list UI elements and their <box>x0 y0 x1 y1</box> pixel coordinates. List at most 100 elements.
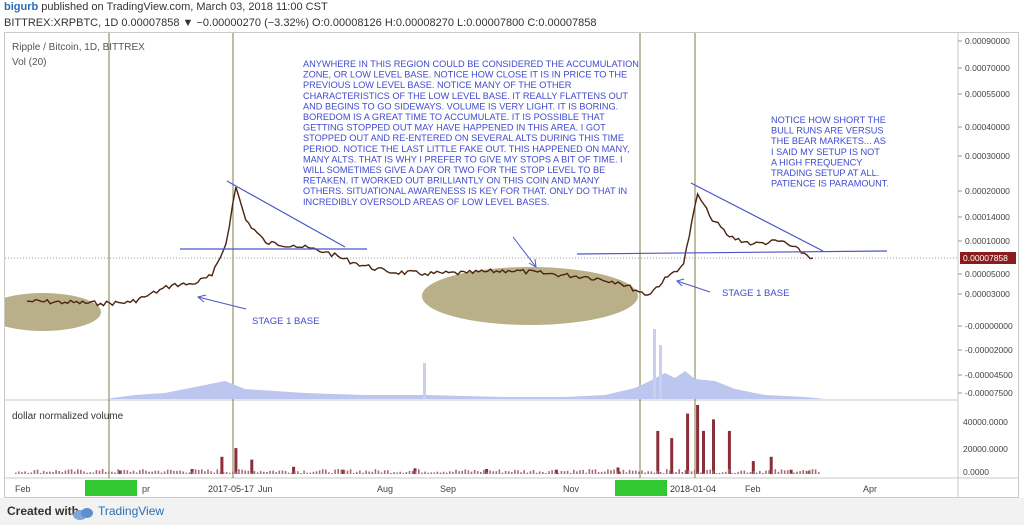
volume-bar-minor <box>681 472 684 474</box>
accumulation-line: OTHERS. SITUATIONAL AWARENESS IS KEY FOR… <box>303 186 627 196</box>
volume-bar-minor <box>151 471 153 474</box>
volume-bar-minor <box>294 471 296 474</box>
volume-bar-minor <box>321 469 324 474</box>
volume-bar-minor <box>458 471 460 474</box>
volume-tick-label: 20000.0000 <box>963 444 1008 454</box>
volume-bar-minor <box>511 472 513 474</box>
volume-bar-minor <box>507 471 510 474</box>
volume-bar-minor <box>201 469 203 474</box>
volume-bar-minor <box>523 470 525 474</box>
price-axis[interactable]: 0.00090000 0.00070000 0.00055000 0.00040000… <box>958 36 1013 398</box>
volume-bar-minor <box>653 472 656 474</box>
volume-bar-minor <box>166 469 169 474</box>
volume-bar-minor <box>61 472 64 474</box>
volume-bar-minor <box>647 471 649 474</box>
volume-bar-minor <box>73 471 76 474</box>
volume-bar-minor <box>554 471 556 474</box>
volume-bar-minor <box>805 470 808 474</box>
volume-bar <box>727 430 731 474</box>
volume-bar-minor <box>721 472 724 474</box>
time-axis[interactable]: Feb pr Jun Aug Sep Nov Feb Apr <box>15 484 877 494</box>
volume-bar-minor <box>715 473 718 474</box>
volume-bar-minor <box>244 470 246 474</box>
volume-bar-minor <box>139 470 141 474</box>
volume-bar-minor <box>669 470 671 474</box>
volume-bar-minor <box>383 470 386 474</box>
base-ellipse-middle <box>422 267 638 325</box>
arrow-stage1-left <box>196 294 247 310</box>
volume-bar-minor <box>204 471 206 474</box>
arrow-stage1-right <box>676 278 711 293</box>
volume-bar-minor <box>36 469 39 474</box>
volume-bar-minor <box>104 471 107 474</box>
volume-bar-minor <box>235 471 237 474</box>
volume-bar-minor <box>132 470 135 474</box>
volume-bar-minor <box>309 472 312 474</box>
volume-bar-minor <box>46 471 48 474</box>
volume-bar-minor <box>476 471 479 474</box>
volume-bar <box>234 448 238 474</box>
accumulation-line: STOPPED OUT AND RE-ENTERED ON SEVERAL AL… <box>303 133 624 143</box>
volume-bar-minor <box>256 472 259 474</box>
volume-bar-minor <box>411 470 414 474</box>
volume-bar-minor <box>591 469 594 474</box>
volume-bar-minor <box>545 473 547 474</box>
volume-bar-minor <box>600 471 603 474</box>
volume-axis[interactable]: 40000.0000 20000.0000 0.0000 <box>963 417 1008 477</box>
volume-bar-minor <box>569 472 572 474</box>
volume-bar-minor <box>520 472 522 474</box>
volume-bar-minor <box>802 470 804 474</box>
volume-bar-minor <box>148 471 150 474</box>
vol-spike-1 <box>423 363 426 399</box>
time-tick-label: Jun <box>258 484 273 494</box>
volume-bar-minor <box>142 469 144 474</box>
volume-bar-minor <box>687 470 690 474</box>
notice-line: A HIGH FREQUENCY <box>771 157 862 167</box>
base-ellipse-left <box>0 293 101 331</box>
chart-frame: Ripple / Bitcoin, 1D, BITTREX Vol (20) d… <box>0 32 1019 498</box>
volume-bar-minor <box>480 472 482 474</box>
volume-bar-minor <box>799 471 801 474</box>
volume-bar-minor <box>393 472 395 474</box>
volume-bar <box>656 430 660 474</box>
volume-bar-minor <box>232 471 234 474</box>
volume-bar-minor <box>566 470 569 474</box>
stage1-base-right-label: STAGE 1 BASE <box>722 288 789 299</box>
volume-bar-minor <box>297 471 299 474</box>
volume-bar-minor <box>238 469 240 474</box>
volume-bar <box>485 469 489 474</box>
volume-bar-minor <box>188 472 191 474</box>
volume-bar-minor <box>467 470 470 474</box>
volume-bar-minor <box>489 470 491 474</box>
volume-bar-minor <box>783 470 786 474</box>
volume-bar-minor <box>628 469 631 474</box>
volume-bar-minor <box>430 472 432 474</box>
volume-bar-minor <box>470 471 473 474</box>
volume-bar-minor <box>724 471 727 474</box>
username[interactable]: bigurb <box>4 1 39 13</box>
accumulation-line: MANY ALTS. THAT IS WHY I PREFER TO GIVE … <box>303 154 623 164</box>
volume-bar <box>712 419 715 474</box>
volume-bar-minor <box>492 471 494 474</box>
volume-bar-minor <box>780 469 783 474</box>
price-tick-label: 0.00040000 <box>965 122 1010 132</box>
volume-bar-minor <box>387 470 389 474</box>
tradingview-link[interactable]: TradingView <box>98 504 165 518</box>
volume-bar-minor <box>675 472 677 474</box>
volume-bar-minor <box>101 469 104 474</box>
volume-bar <box>670 438 674 474</box>
price-chart[interactable]: Ripple / Bitcoin, 1D, BITTREX Vol (20) d… <box>0 33 1018 497</box>
volume-bar-minor <box>418 469 420 474</box>
volume-bar-minor <box>89 472 91 474</box>
volume-bar-minor <box>439 472 442 474</box>
volume-bar <box>702 430 705 474</box>
time-tick-label: Feb <box>15 484 31 494</box>
volume-bar-minor <box>253 471 256 474</box>
price-tick-label: 0.00010000 <box>965 236 1010 246</box>
accumulation-line: PREVIOUS LOW LEVEL BASE. NOTICE MANY OF … <box>303 80 572 90</box>
volume-bar-minor <box>49 471 51 474</box>
volume-bar-minor <box>790 472 792 474</box>
volume-bar-minor <box>737 472 739 474</box>
volume-bar-minor <box>207 469 209 474</box>
